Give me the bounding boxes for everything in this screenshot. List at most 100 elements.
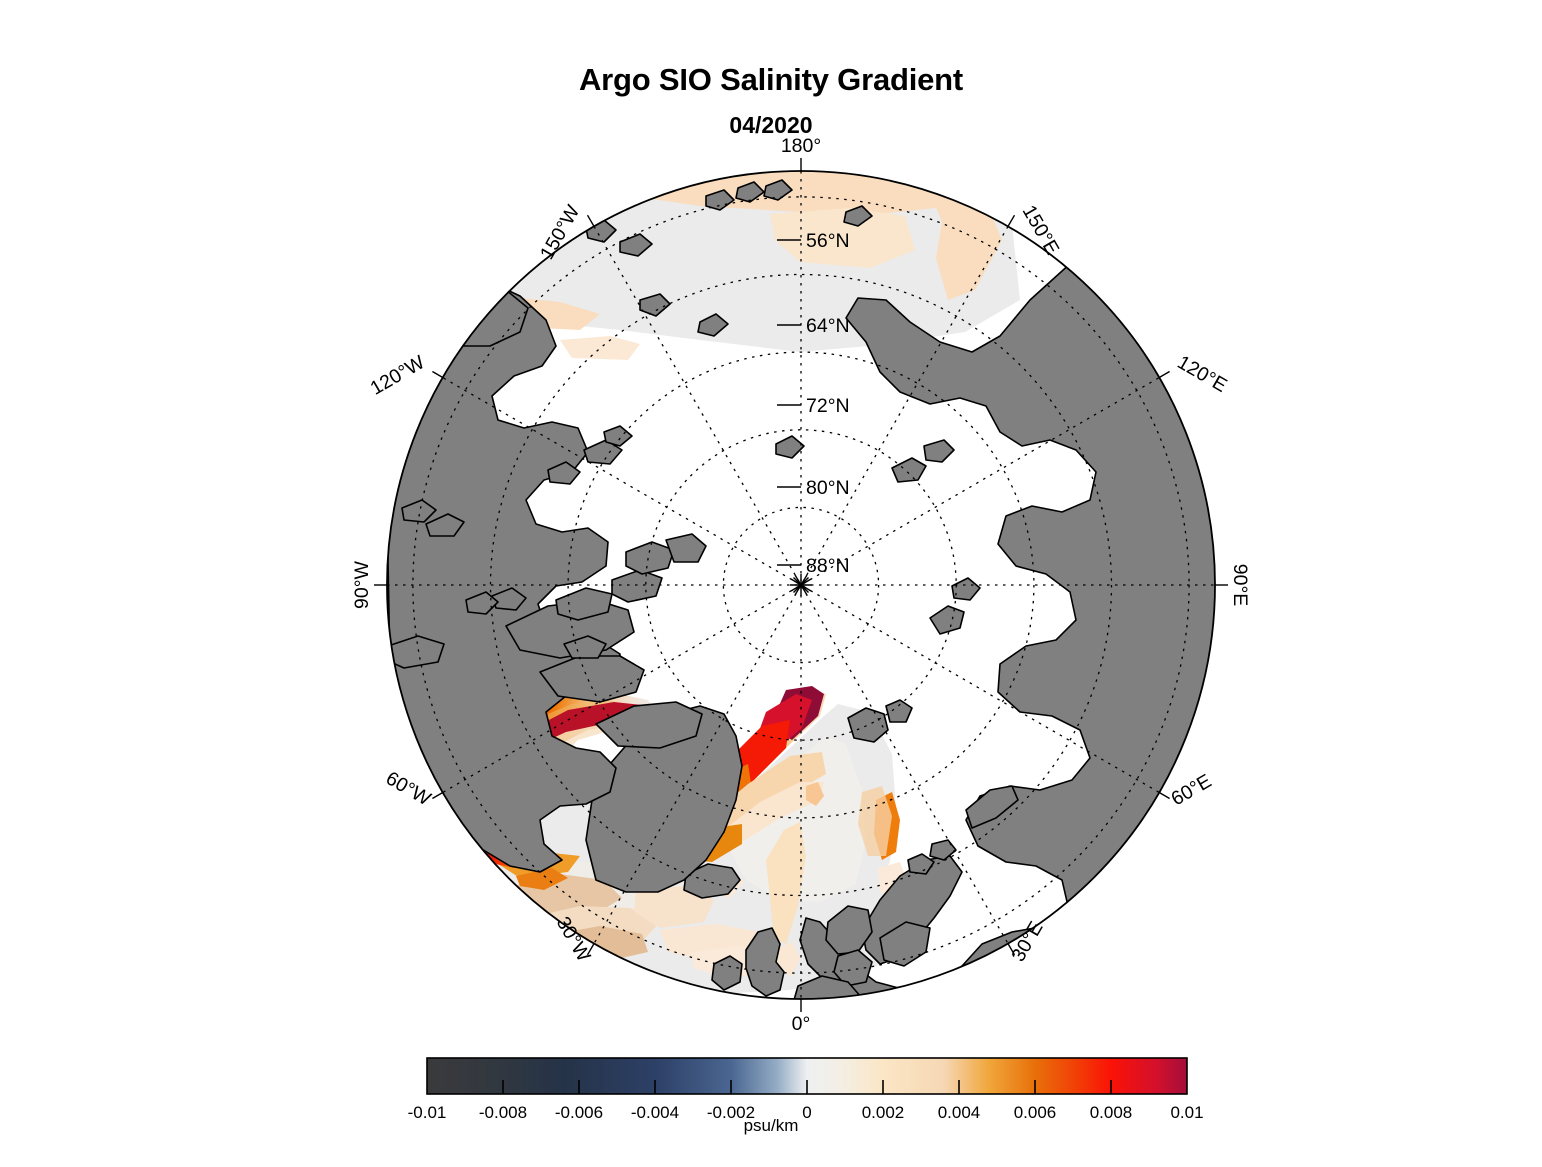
landmass-arctic-island-c xyxy=(547,461,581,485)
chart-title: Argo SIO Salinity Gradient xyxy=(578,62,964,97)
lon-tick-150W xyxy=(586,214,595,227)
data-patch-norwegian-peach xyxy=(858,786,892,856)
landmass-banks2 xyxy=(465,591,499,615)
colorbar-tick-label-6: 0.002 xyxy=(862,1103,905,1122)
lat-label-64: 64°N xyxy=(806,315,850,337)
landmass-severnaya-zemlya xyxy=(929,605,965,635)
graticule-lat-72 xyxy=(567,351,1035,819)
lon-tick-120E xyxy=(1158,370,1170,379)
graticule-lon-60b xyxy=(443,377,1159,793)
landmass-franz-josef2 xyxy=(929,839,957,861)
landmass-aleutian-b xyxy=(619,233,653,257)
landmass-franz-josef xyxy=(907,853,935,875)
landmass-aleutian-f xyxy=(843,205,873,227)
graticule-lon-30b xyxy=(593,226,1009,944)
graticule-layer xyxy=(387,171,1215,999)
lon-tick-60E xyxy=(1158,791,1170,800)
colorbar-tick-label-0: -0.01 xyxy=(408,1103,447,1122)
landmass-arctic-island-d xyxy=(583,439,623,465)
colorbar-tick-labels: -0.01 -0.008 -0.006 -0.004 -0.002 0 0.00… xyxy=(408,1103,1204,1122)
data-patch-nordic-streak xyxy=(766,822,806,944)
data-patch-bering-peach2 xyxy=(770,208,915,268)
landmass-new-siberian2 xyxy=(923,439,955,463)
graticule-lat-88 xyxy=(722,506,880,664)
colorbar-tick-label-10: 0.01 xyxy=(1170,1103,1203,1122)
landmass-arctic-small xyxy=(775,435,805,459)
lon-tick-60W xyxy=(432,791,444,800)
colorbar-tick-label-2: -0.006 xyxy=(555,1103,603,1122)
landmass-aleutian-c xyxy=(705,189,735,211)
graticule-lon-30a xyxy=(593,226,1009,944)
longitude-ticks xyxy=(374,158,1228,1012)
lat-label-56: 56°N xyxy=(806,230,850,252)
landmass-denmark-germany xyxy=(793,975,863,999)
lon-tick-150E xyxy=(1007,214,1016,227)
colorbar-gradient[interactable] xyxy=(426,1057,1188,1095)
data-patch-nordic-streak2 xyxy=(778,942,800,976)
polar-map[interactable]: 56°N 64°N 72°N 80°N 88°N 18 xyxy=(0,0,1542,1040)
landmass-arctic-island-e xyxy=(603,425,633,447)
lon-tick-30E xyxy=(1007,943,1016,956)
data-patch-greenland-sea-inner xyxy=(724,736,866,902)
landmass-nunivak xyxy=(639,293,671,317)
lon-label-90W: 90°W xyxy=(351,560,373,608)
lon-label-0: 0° xyxy=(792,1013,811,1035)
landmass-banks xyxy=(491,587,527,611)
data-patch-egc-plume2 xyxy=(716,782,824,846)
landmass-aleutian-e xyxy=(763,179,793,201)
graticule-lat-64 xyxy=(489,273,1113,897)
colorbar-tick-label-8: 0.006 xyxy=(1014,1103,1057,1122)
colorbar[interactable]: -0.01 -0.008 -0.006 -0.004 -0.002 0 0.00… xyxy=(0,1040,1542,1167)
lon-label-60W: 60°W xyxy=(382,767,435,810)
colorbar-tick-label-1: -0.008 xyxy=(479,1103,527,1122)
colorbar-tick-label-9: 0.008 xyxy=(1090,1103,1133,1122)
landmass-svalbard xyxy=(847,707,889,743)
graticule-lon-60a xyxy=(443,377,1159,793)
lat-label-88: 88°N xyxy=(806,555,850,577)
landmass-aleutian-d xyxy=(735,181,765,203)
data-patch-gulf-alaska xyxy=(560,336,640,360)
landmass-north-america xyxy=(387,281,621,873)
data-patch-natl-swirl4 xyxy=(634,886,714,928)
lon-label-120W: 120°W xyxy=(367,351,429,400)
colorbar-tick-label-7: 0.004 xyxy=(938,1103,981,1122)
latitude-labels: 56°N 64°N 72°N 80°N 88°N xyxy=(777,230,850,577)
lon-tick-120W xyxy=(432,370,444,379)
landmass-new-siberian xyxy=(891,457,927,483)
landmass-svalbard-east xyxy=(885,699,913,723)
landmass-ellesmere-north xyxy=(665,533,707,563)
landmass-arctic-island-a xyxy=(425,513,465,537)
landmass-wrangel xyxy=(1382,548,1422,570)
landmass-norway-south xyxy=(825,905,873,955)
landmass-iceland xyxy=(683,863,741,899)
pole-marker xyxy=(790,574,812,596)
lon-label-120E: 120°E xyxy=(1174,351,1231,397)
data-patch-nordic-dot xyxy=(806,782,824,806)
landmass-st-lawrence xyxy=(697,313,729,337)
landmass-severnaya-zemlya2 xyxy=(951,577,981,601)
data-patch-egc-plume xyxy=(700,752,826,848)
data-patch-natl-orange2 xyxy=(516,868,568,890)
landmass-baffin-island xyxy=(595,701,703,749)
landmass-ireland xyxy=(711,955,743,991)
colorbar-ticks xyxy=(502,1080,1112,1094)
landmass-alaska-west xyxy=(387,635,445,669)
lon-label-180: 180° xyxy=(781,135,821,157)
colorbar-tick-label-5: 0 xyxy=(802,1103,811,1122)
lat-label-72: 72°N xyxy=(806,395,850,417)
land-layer xyxy=(387,179,1422,999)
lon-tick-30W xyxy=(586,943,595,956)
map-content xyxy=(387,171,1422,999)
landmass-ellesmere xyxy=(625,541,675,575)
lon-label-90E: 90°E xyxy=(1229,564,1251,607)
colorbar-tick-label-4: -0.002 xyxy=(707,1103,755,1122)
data-patch-chukchi-peach xyxy=(930,192,1002,300)
landmass-arctic-island-b xyxy=(401,499,437,523)
chart-subtitle: 04/2020 xyxy=(729,112,813,138)
landmass-great-britain xyxy=(745,927,785,997)
colorbar-axis-label: psu/km xyxy=(743,1116,799,1135)
lon-label-60E: 60°E xyxy=(1168,770,1216,810)
colorbar-tick-label-3: -0.004 xyxy=(631,1103,679,1122)
landmass-novaya-zemlya xyxy=(965,785,1019,829)
